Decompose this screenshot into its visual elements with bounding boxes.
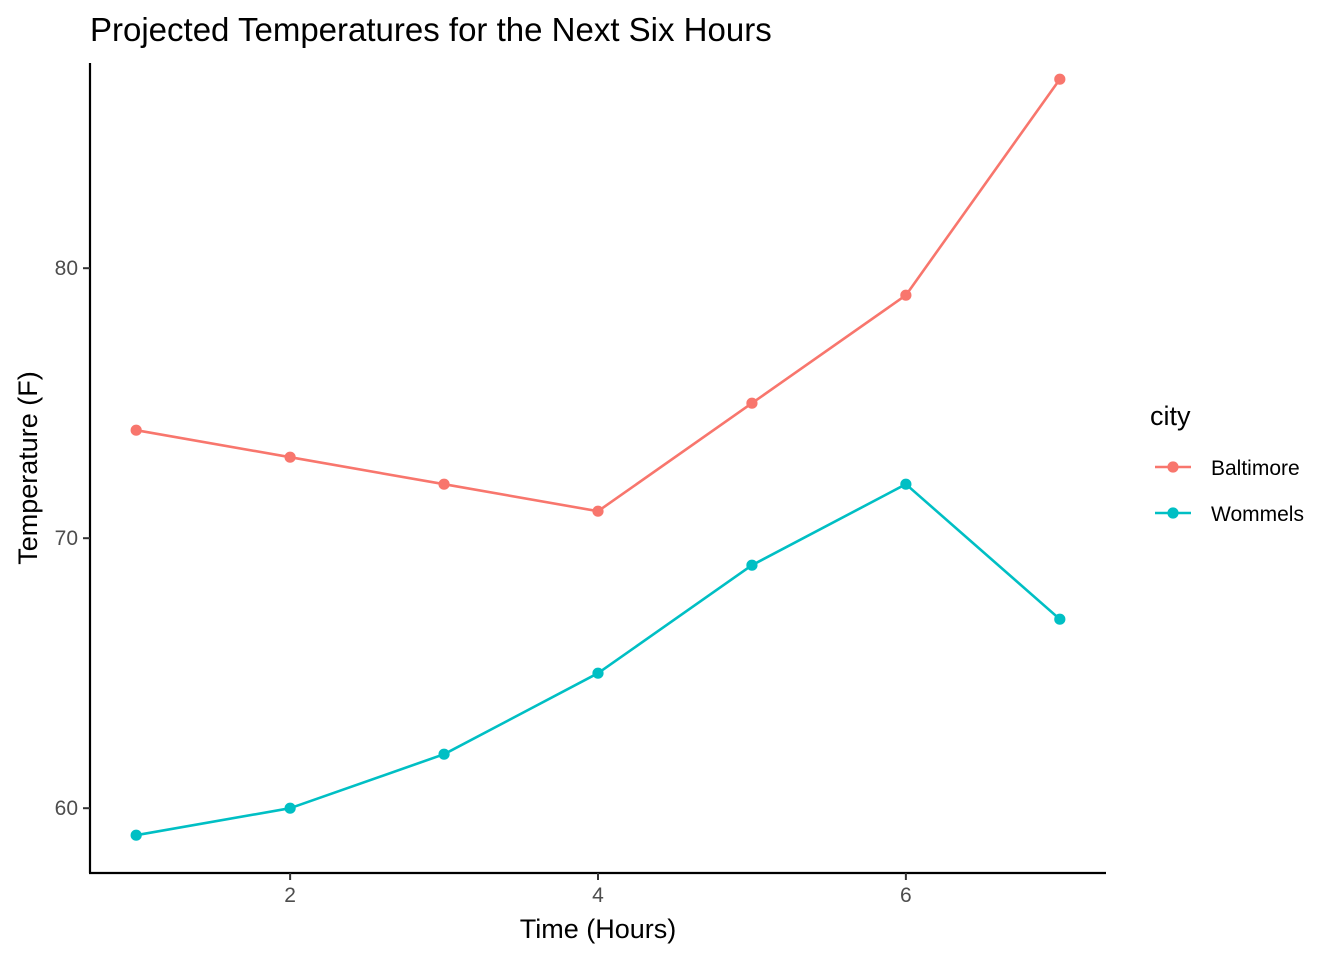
x-tick-label: 2 bbox=[284, 884, 296, 907]
legend-label: Wommels bbox=[1211, 503, 1304, 526]
data-point-baltimore bbox=[900, 289, 912, 301]
legend-key-point bbox=[1167, 507, 1179, 519]
y-tick-label: 60 bbox=[55, 797, 78, 820]
data-point-baltimore bbox=[746, 397, 758, 409]
data-point-baltimore bbox=[592, 505, 604, 517]
series-layer bbox=[130, 73, 1066, 841]
data-point-wommels bbox=[130, 829, 142, 841]
data-point-baltimore bbox=[130, 424, 142, 436]
y-axis-title: Temperature (F) bbox=[13, 371, 43, 565]
legend-title: city bbox=[1150, 401, 1191, 431]
data-point-baltimore bbox=[438, 478, 450, 490]
plot-area bbox=[130, 73, 1066, 841]
legend-key-point bbox=[1167, 461, 1179, 473]
y-tick-label: 80 bbox=[55, 257, 78, 280]
x-axis-ticks: 2 4 6 bbox=[284, 873, 912, 907]
x-tick-label: 6 bbox=[900, 884, 912, 907]
series-baltimore bbox=[130, 73, 1066, 517]
chart-title: Projected Temperatures for the Next Six … bbox=[90, 11, 772, 48]
data-point-wommels bbox=[746, 559, 758, 571]
legend-label: Baltimore bbox=[1211, 457, 1300, 480]
data-point-wommels bbox=[1054, 613, 1066, 625]
legend-item-baltimore: Baltimore bbox=[1155, 457, 1300, 480]
data-point-wommels bbox=[900, 478, 912, 490]
series-line-wommels bbox=[135, 482, 1061, 837]
legend-item-wommels: Wommels bbox=[1155, 503, 1304, 526]
y-axis-ticks: 60 70 80 bbox=[55, 257, 90, 820]
legend-items: Baltimore Wommels bbox=[1155, 457, 1304, 526]
series-line-baltimore bbox=[135, 78, 1061, 513]
x-axis-title: Time (Hours) bbox=[520, 914, 677, 944]
series-wommels bbox=[130, 478, 1066, 841]
legend: city Baltimore Wommels bbox=[1150, 401, 1304, 526]
data-point-wommels bbox=[284, 802, 296, 814]
data-point-wommels bbox=[592, 667, 604, 679]
y-tick-label: 70 bbox=[55, 527, 78, 550]
data-point-baltimore bbox=[1054, 73, 1066, 85]
data-point-baltimore bbox=[284, 451, 296, 463]
data-point-wommels bbox=[438, 748, 450, 760]
x-tick-label: 4 bbox=[592, 884, 604, 907]
